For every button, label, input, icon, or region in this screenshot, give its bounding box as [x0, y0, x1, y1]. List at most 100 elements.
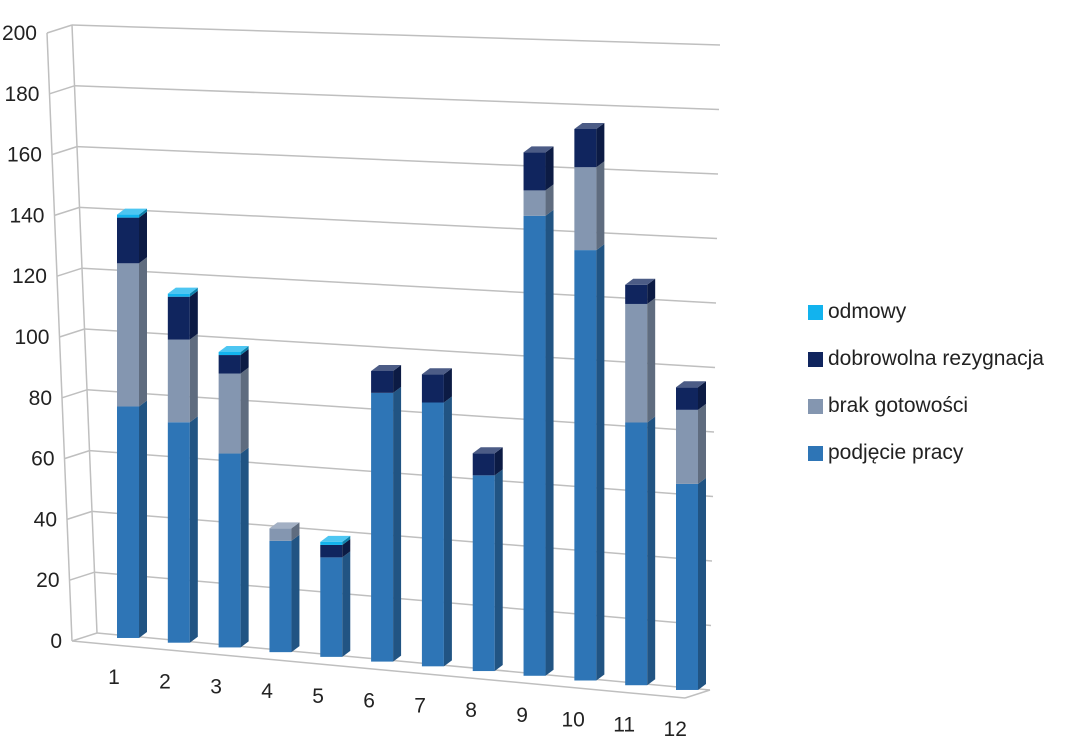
legend-swatch-brak-gotowosci — [808, 398, 823, 414]
bar-side-2-brak-gotowosci — [189, 333, 198, 423]
legend-item-odmowy: odmowy — [808, 300, 1044, 324]
gridline-120 — [81, 267, 717, 304]
bar-top-9 — [523, 146, 554, 153]
bar-2-dobrowolna-rezygnacja — [167, 296, 190, 340]
legend-swatch-dobrowolna-rezygnacja — [808, 351, 823, 367]
x-tick-label-6: 6 — [363, 690, 375, 713]
bar-side-1-brak-gotowosci — [139, 257, 147, 407]
wall-gridline-120 — [56, 267, 83, 277]
bar-side-12-podjecie-pracy — [698, 477, 706, 690]
bar-side-9-brak-gotowosci — [545, 184, 554, 216]
bar-6-dobrowolna-rezygnacja — [371, 370, 394, 393]
bar-side-2-odmowy — [189, 287, 198, 297]
x-tick-label-9: 9 — [516, 704, 528, 727]
bar-group-2 — [167, 287, 198, 643]
bar-group-4 — [269, 522, 300, 653]
legend-label-brak-gotowosci: brak gotowości — [828, 394, 969, 417]
y-tick-label-160: 160 — [7, 144, 42, 167]
bar-9-dobrowolna-rezygnacja — [523, 152, 546, 191]
bar-side-3-podjecie-pracy — [240, 447, 249, 648]
y-tick-label-80: 80 — [29, 387, 52, 410]
bar-side-12-dobrowolna-rezygnacja — [698, 381, 706, 410]
bar-3-dobrowolna-rezygnacja — [218, 355, 241, 374]
bar-top-8 — [472, 447, 503, 454]
bar-side-3-odmowy — [240, 345, 249, 356]
y-tick-label-20: 20 — [36, 569, 59, 592]
bar-top-12 — [676, 381, 706, 388]
bar-6-podjecie-pracy — [371, 392, 394, 662]
bar-5-odmowy — [320, 541, 343, 545]
bar-side-3-brak-gotowosci — [240, 367, 249, 454]
bar-group-3 — [218, 345, 249, 648]
bar-side-11-dobrowolna-rezygnacja — [647, 278, 656, 304]
legend-item-podjecie-pracy: podjęcie pracy — [808, 441, 1044, 465]
bar-side-6-podjecie-pracy — [393, 386, 402, 662]
bar-top-11 — [625, 278, 656, 285]
bar-side-4-podjecie-pracy — [291, 534, 300, 653]
legend-label-dobrowolna-rezygnacja: dobrowolna rezygnacja — [828, 347, 1044, 370]
bar-4-brak-gotowosci — [269, 528, 292, 541]
bar-top-5 — [320, 535, 351, 542]
y-tick-label-200: 200 — [2, 22, 37, 45]
bar-side-5-podjecie-pracy — [342, 551, 351, 657]
legend-swatch-podjecie-pracy — [808, 445, 823, 461]
legend-item-dobrowolna-rezygnacja: dobrowolna rezygnacja — [808, 347, 1044, 371]
y-tick-label-140: 140 — [9, 204, 44, 227]
bar-side-7-dobrowolna-rezygnacja — [443, 368, 452, 403]
bar-side-5-odmowy — [342, 535, 351, 545]
gridline-140 — [79, 206, 718, 240]
bar-5-podjecie-pracy — [320, 557, 343, 657]
bar-1-odmowy — [117, 214, 139, 218]
bar-side-12-brak-gotowosci — [698, 403, 706, 484]
x-tick-label-7: 7 — [414, 694, 426, 717]
legend-label-podjecie-pracy: podjęcie pracy — [828, 441, 964, 464]
bar-4-podjecie-pracy — [269, 540, 292, 653]
bar-top-10 — [574, 122, 605, 129]
bar-side-8-dobrowolna-rezygnacja — [494, 447, 503, 476]
bar-side-10-dobrowolna-rezygnacja — [596, 122, 605, 168]
bar-side-1-odmowy — [139, 208, 147, 218]
floor-right-edge — [684, 689, 711, 699]
bar-side-10-brak-gotowosci — [596, 161, 605, 251]
wall-gridline-60 — [64, 449, 90, 460]
x-tick-label-11: 11 — [613, 713, 635, 736]
y-tick-label-100: 100 — [14, 326, 49, 349]
gridline-160 — [76, 145, 719, 175]
bar-3-odmowy — [218, 351, 241, 356]
bar-top-3 — [218, 345, 249, 352]
x-tick-label-5: 5 — [312, 685, 324, 708]
x-tick-label-2: 2 — [159, 671, 171, 694]
bar-12-podjecie-pracy — [676, 483, 698, 690]
gridline-200 — [71, 24, 721, 46]
x-axis-line — [71, 640, 686, 699]
bar-top-7 — [421, 368, 452, 375]
bar-group-9 — [523, 146, 554, 676]
gridline-0 — [96, 632, 711, 691]
bar-side-2-podjecie-pracy — [189, 416, 198, 643]
bar-side-6-dobrowolna-rezygnacja — [393, 364, 402, 393]
bar-group-1 — [117, 208, 147, 638]
bar-group-10 — [574, 122, 605, 681]
legend: odmowy dobrowolna rezygnacja brak gotowo… — [808, 300, 1044, 488]
x-tick-label-3: 3 — [210, 675, 222, 698]
bar-12-dobrowolna-rezygnacja — [676, 387, 698, 410]
bar-group-5 — [320, 535, 351, 657]
wall-gridline-200 — [46, 24, 73, 34]
bar-side-11-podjecie-pracy — [647, 416, 656, 686]
wall-gridline-80 — [61, 389, 88, 399]
bar-5-dobrowolna-rezygnacja — [320, 544, 343, 558]
bar-side-7-podjecie-pracy — [443, 396, 452, 667]
legend-label-odmowy: odmowy — [828, 300, 907, 323]
bar-10-podjecie-pracy — [574, 250, 597, 681]
bar-1-dobrowolna-rezygnacja — [117, 217, 139, 264]
wall-gridline-0 — [71, 632, 98, 642]
bar-side-1-dobrowolna-rezygnacja — [139, 211, 147, 264]
bar-10-brak-gotowosci — [574, 167, 597, 251]
bar-1-brak-gotowosci — [117, 263, 139, 407]
bar-2-odmowy — [167, 293, 190, 297]
x-tick-label-4: 4 — [261, 680, 273, 703]
bar-side-3-dobrowolna-rezygnacja — [240, 349, 249, 374]
x-tick-label-12: 12 — [664, 718, 687, 741]
